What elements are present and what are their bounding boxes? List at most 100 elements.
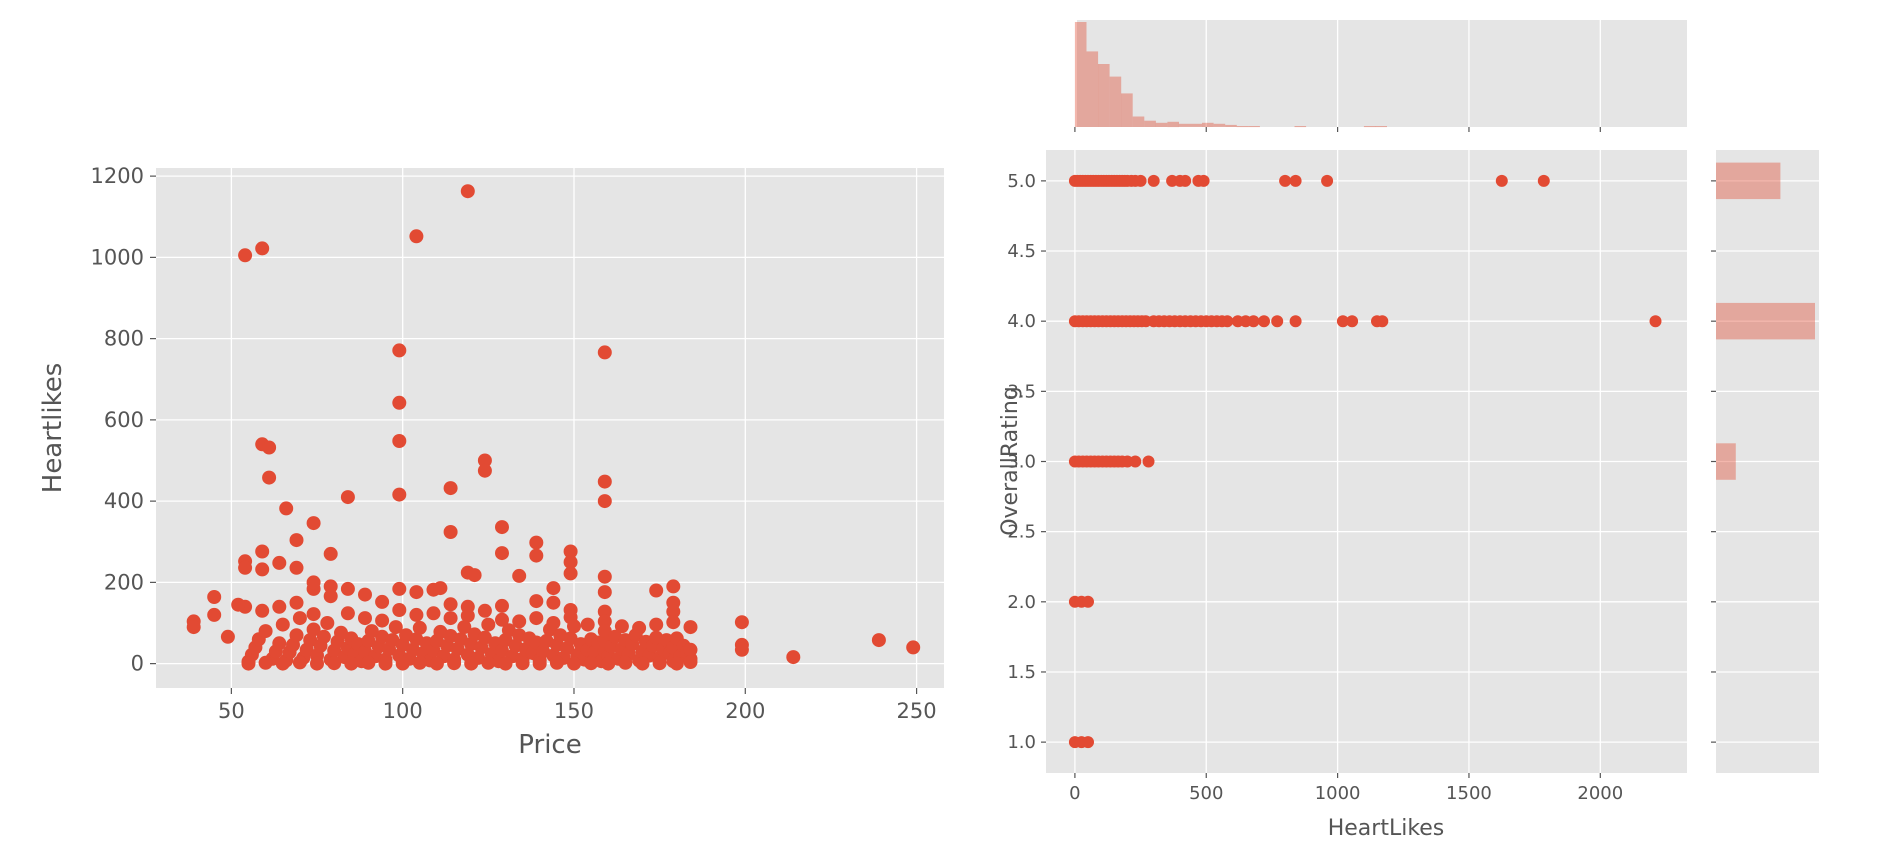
scatter-point (871, 633, 886, 648)
gridlines (156, 168, 944, 688)
scatter-point (443, 481, 458, 496)
joint-scatter-point (1134, 174, 1147, 187)
scatter-point (289, 628, 304, 643)
scatter-point (412, 655, 427, 670)
scatter-point (220, 629, 235, 644)
scatter-point (597, 614, 612, 629)
scatter-point (601, 656, 616, 671)
joint-scatter-point (1142, 455, 1155, 468)
scatter-point (412, 620, 427, 635)
joint-scatter-point (1289, 315, 1302, 328)
scatter-point (358, 587, 372, 602)
scatter-point (597, 585, 612, 600)
joint-scatter-points (1068, 174, 1662, 749)
joint-y-tick-label: 3.5 (1007, 381, 1036, 402)
top-histogram-bar (1225, 124, 1237, 127)
scatter-point (443, 611, 458, 626)
top-histogram-bar (1121, 93, 1133, 127)
scatter-point (255, 562, 270, 577)
scatter-point (734, 642, 749, 657)
scatter-point (597, 494, 612, 509)
scatter-point (584, 656, 599, 671)
scatter-point (392, 434, 407, 448)
scatter-point (375, 613, 390, 628)
top-histogram-bar (1144, 120, 1156, 127)
joint-y-tick-label: 5.0 (1007, 171, 1036, 192)
top-histogram-bar (1178, 123, 1191, 127)
scatter-point (529, 594, 544, 609)
scatter-point (323, 589, 338, 604)
scatter-point (457, 620, 472, 635)
scatter-point (529, 548, 544, 563)
scatter-point (460, 184, 475, 199)
scatter-point (255, 241, 270, 256)
scatter-point (289, 595, 304, 610)
joint-scatter-point (1649, 315, 1662, 328)
scatter-point (683, 620, 698, 635)
scatter-point (618, 655, 633, 670)
rating-marginal-histogram (1711, 150, 1819, 773)
right-histogram-bars (1716, 162, 1815, 480)
scatter-point (734, 615, 749, 630)
scatter-point (563, 631, 578, 646)
scatter-point (272, 555, 287, 570)
joint-x-tick-label: 1000 (1315, 783, 1361, 804)
top-histogram-bar (1155, 122, 1168, 127)
scatter-point (306, 516, 321, 531)
axes: 50 100 150 200 250 0 200 400 600 800 1000 1200 (91, 164, 937, 723)
joint-y-tick-label: 1.5 (1007, 662, 1036, 683)
scatter-point (597, 474, 612, 489)
scatter-point (238, 248, 253, 263)
joint-x-tick-label: 2000 (1577, 783, 1623, 804)
x-axis-label: Price (518, 730, 581, 760)
joint-scatter-point (1346, 315, 1359, 328)
scatter-point (652, 656, 667, 671)
right-histogram-bar (1716, 162, 1781, 200)
scatter-point (306, 575, 321, 590)
scatter-point (495, 546, 509, 561)
y-tick-label: 0 (131, 652, 144, 676)
scatter-point (481, 655, 496, 670)
joint-scatter-point (1537, 174, 1550, 187)
scatter-point (340, 606, 355, 621)
scatter-point (238, 560, 253, 575)
scatter-point (361, 655, 376, 670)
scatter-point (316, 629, 331, 644)
joint-y-tick-label: 2.5 (1007, 522, 1036, 543)
scatter-point (344, 656, 359, 671)
scatter-point (255, 603, 270, 618)
scatter-point (258, 624, 273, 639)
joint-y-axis-label: OverallRating (998, 386, 1023, 536)
joint-axes: 0 500 1000 1500 2000 1.0 1.5 2.0 2.5 3.0 3.5 4.0 4.5… (1007, 171, 1623, 804)
scatter-point (275, 617, 290, 632)
scatter-point (340, 490, 355, 505)
scatter-point (320, 616, 335, 630)
scatter-point (495, 520, 509, 535)
scatter-point (275, 656, 290, 671)
scatter-point (563, 555, 578, 570)
scatter-point (477, 630, 492, 645)
joint-y-tick-label: 4.0 (1007, 311, 1036, 332)
scatter-point (364, 624, 379, 639)
scatter-point (447, 656, 462, 671)
scatter-point (272, 636, 287, 651)
top-histogram-bar (1190, 123, 1203, 127)
joint-scatter-point (1495, 174, 1508, 187)
x-tick-label: 200 (725, 699, 765, 723)
joint-scatter-point (1258, 315, 1270, 328)
scatter-point (392, 487, 407, 502)
scatter-point (669, 656, 684, 671)
scatter-point (529, 535, 544, 550)
joint-x-tick-label: 1500 (1446, 783, 1492, 804)
scatter-point (262, 470, 277, 485)
scatter-point (241, 656, 256, 671)
top-histogram-gridlines (1074, 20, 1601, 127)
scatter-point (512, 614, 527, 629)
scatter-point (495, 598, 509, 613)
joint-scatter-point (1082, 595, 1094, 608)
right-histogram-bar (1716, 443, 1736, 480)
scatter-point (443, 597, 458, 612)
scatter-point (306, 622, 321, 637)
joint-scatter-point (1279, 174, 1292, 187)
scatter-point (666, 604, 681, 619)
